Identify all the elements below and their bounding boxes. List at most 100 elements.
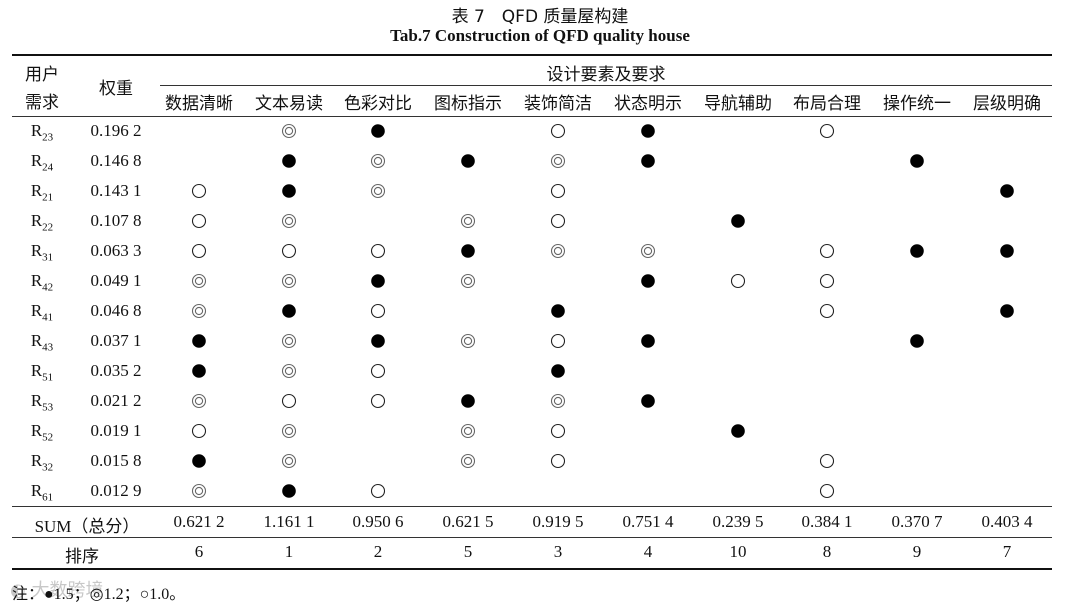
need-code: R — [30, 301, 43, 320]
hollow-circle-icon — [550, 183, 566, 199]
row-need-label: R41 — [12, 301, 72, 323]
rank-value: 7 — [1002, 542, 1012, 561]
need-code-subscript: 51 — [42, 371, 54, 384]
column-header: 层级明确 — [973, 94, 1041, 114]
double-circle-icon — [191, 273, 207, 289]
row-weight: 0.021 2 — [90, 391, 142, 410]
row-weight: 0.019 1 — [90, 421, 142, 440]
sum-value: 0.384 1 — [801, 512, 853, 531]
need-code-subscript: 41 — [42, 311, 54, 324]
column-header: 数据清晰 — [165, 94, 233, 114]
filled-circle-icon — [371, 334, 385, 348]
need-code-subscript: 31 — [42, 251, 54, 264]
need-code-subscript: 21 — [42, 191, 54, 204]
rank-value: 5 — [463, 542, 473, 561]
double-circle-icon — [370, 183, 386, 199]
column-header: 布局合理 — [793, 94, 861, 114]
sum-value: 0.621 5 — [442, 512, 494, 531]
column-header: 操作统一 — [883, 94, 951, 114]
double-circle-icon — [460, 453, 476, 469]
row-need-label: R53 — [12, 391, 72, 413]
watermark-text: 大数跨境 — [31, 580, 104, 601]
rank-value: 10 — [729, 542, 747, 561]
column-header: 色彩对比 — [344, 94, 412, 114]
row-weight: 0.037 1 — [90, 331, 142, 350]
row-need-label: R23 — [12, 121, 72, 143]
need-code: R — [30, 481, 43, 500]
hollow-circle-icon — [819, 483, 835, 499]
sum-value: 0.950 6 — [352, 512, 404, 531]
sum-label: SUM（总分） — [34, 517, 140, 536]
filled-circle-icon — [641, 334, 655, 348]
hollow-circle-icon — [550, 453, 566, 469]
header-design-group: 设计要素及要求 — [546, 65, 666, 85]
filled-circle-icon — [910, 154, 924, 168]
top-rule — [12, 54, 1052, 56]
column-header: 装饰简洁 — [524, 94, 592, 114]
row-need-label: R21 — [12, 181, 72, 203]
hollow-circle-icon — [819, 123, 835, 139]
filled-circle-icon — [282, 484, 296, 498]
header-bottom-rule — [12, 116, 1052, 117]
hollow-circle-icon — [281, 243, 297, 259]
double-circle-icon — [550, 393, 566, 409]
row-weight: 0.046 8 — [90, 301, 142, 320]
rank-value: 6 — [194, 542, 204, 561]
filled-circle-icon — [731, 424, 745, 438]
double-circle-icon — [640, 243, 656, 259]
hollow-circle-icon — [191, 183, 207, 199]
need-code-subscript: 23 — [42, 131, 54, 144]
row-weight: 0.035 2 — [90, 361, 142, 380]
column-header: 导航辅助 — [704, 94, 772, 114]
row-need-label: R32 — [12, 451, 72, 473]
need-code-subscript: 53 — [42, 401, 54, 414]
need-code: R — [30, 421, 43, 440]
double-circle-icon — [370, 153, 386, 169]
column-header: 状态明示 — [614, 94, 682, 114]
body-bottom-rule — [12, 506, 1052, 507]
need-code: R — [30, 211, 43, 230]
hollow-circle-icon — [819, 453, 835, 469]
row-need-label: R43 — [12, 331, 72, 353]
row-weight: 0.015 8 — [90, 451, 142, 470]
filled-circle-icon — [371, 274, 385, 288]
header-weight: 权重 — [99, 79, 133, 99]
row-need-label: R22 — [12, 211, 72, 233]
row-weight: 0.143 1 — [90, 181, 142, 200]
double-circle-icon — [460, 273, 476, 289]
filled-circle-icon — [910, 244, 924, 258]
filled-circle-icon — [641, 154, 655, 168]
filled-circle-icon — [910, 334, 924, 348]
hollow-circle-icon — [191, 243, 207, 259]
hollow-circle-icon — [550, 213, 566, 229]
rank-label: 排序 — [65, 547, 99, 567]
sum-value: 0.403 4 — [981, 512, 1033, 531]
sum-value: 1.161 1 — [263, 512, 315, 531]
double-circle-icon — [281, 453, 297, 469]
need-code-subscript: 24 — [42, 161, 54, 174]
need-code: R — [30, 391, 43, 410]
row-need-label: R24 — [12, 151, 72, 173]
row-weight: 0.012 9 — [90, 481, 142, 500]
row-need-label: R61 — [12, 481, 72, 503]
row-need-label: R52 — [12, 421, 72, 443]
filled-circle-icon — [192, 454, 206, 468]
hollow-circle-icon — [191, 423, 207, 439]
row-need-label: R31 — [12, 241, 72, 263]
filled-circle-icon — [192, 364, 206, 378]
rank-value: 8 — [822, 542, 832, 561]
header-group-rule — [160, 85, 1052, 86]
column-header: 文本易读 — [255, 94, 323, 114]
hollow-circle-icon — [550, 333, 566, 349]
double-circle-icon — [460, 213, 476, 229]
filled-circle-icon — [731, 214, 745, 228]
filled-circle-icon — [461, 244, 475, 258]
watermark-icon: ◐ — [10, 580, 26, 601]
need-code-subscript: 32 — [42, 461, 54, 474]
filled-circle-icon — [641, 394, 655, 408]
double-circle-icon — [281, 333, 297, 349]
double-circle-icon — [191, 303, 207, 319]
rank-value: 1 — [284, 542, 294, 561]
row-weight: 0.063 3 — [90, 241, 142, 260]
filled-circle-icon — [641, 124, 655, 138]
